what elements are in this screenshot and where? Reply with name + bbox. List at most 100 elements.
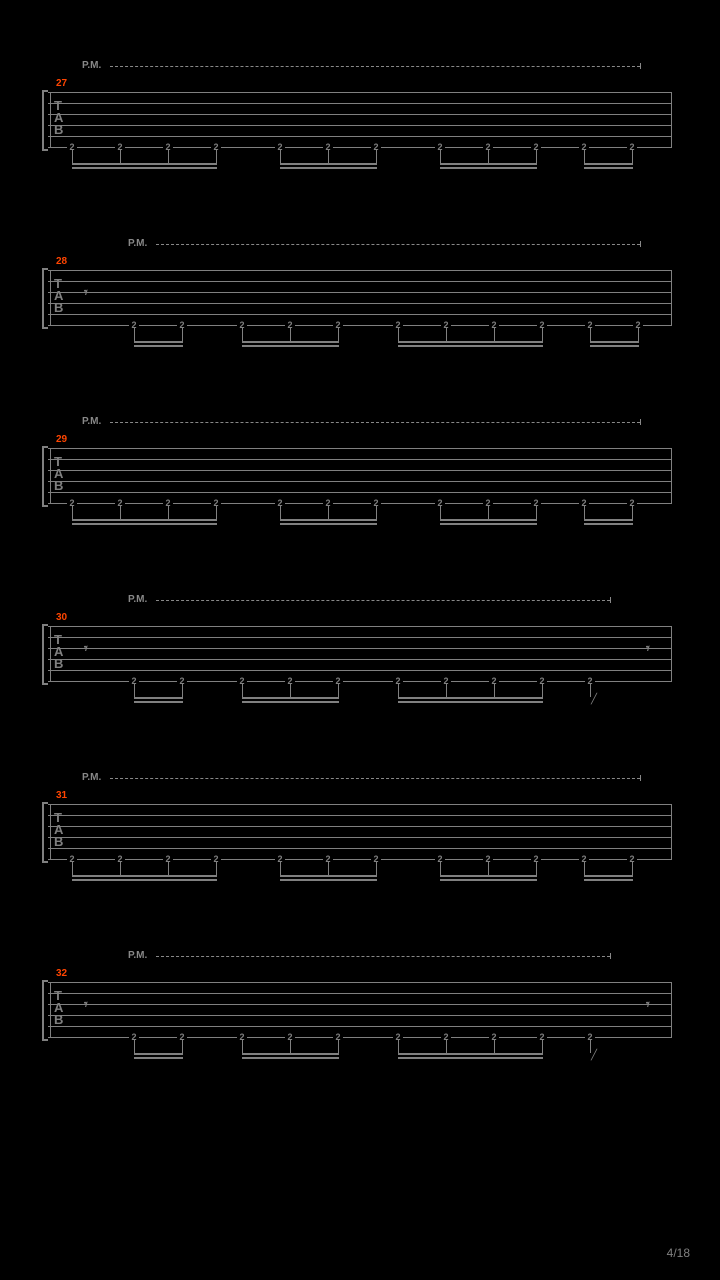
note-stem [536, 505, 537, 519]
barline [671, 626, 672, 681]
note-stem [216, 505, 217, 519]
staff-line [48, 492, 672, 493]
palm-mute-end-tick [640, 241, 641, 247]
beam [134, 1053, 183, 1055]
beam [280, 519, 377, 521]
beam [398, 1053, 543, 1055]
note-stem [168, 149, 169, 163]
note-stem [328, 149, 329, 163]
note-stem [494, 1039, 495, 1053]
beam [280, 875, 377, 877]
note-stem [290, 327, 291, 341]
staff-line [48, 659, 672, 660]
palm-mute-label: P.M. [82, 772, 101, 783]
note-stem [488, 149, 489, 163]
staff-line [48, 648, 672, 649]
system-bracket [42, 446, 48, 507]
beam [242, 1057, 339, 1059]
note-flag: ╱ [591, 1051, 597, 1061]
note-stem [328, 861, 329, 875]
beam [584, 167, 633, 169]
beam [72, 519, 217, 521]
note-stem [280, 861, 281, 875]
staff-line [48, 670, 672, 671]
note-stem [590, 327, 591, 341]
staff-line [48, 848, 672, 849]
note-stem [72, 149, 73, 163]
palm-mute-label: P.M. [128, 950, 147, 961]
staff-line [48, 92, 672, 93]
staff-line [48, 481, 672, 482]
beam [134, 697, 183, 699]
beam [398, 701, 543, 703]
note-stem [120, 149, 121, 163]
note-stem [134, 327, 135, 341]
tab-clef: TAB [54, 100, 63, 136]
tab-clef: TAB [54, 634, 63, 670]
palm-mute-line [156, 244, 640, 245]
measure-number: 29 [56, 434, 67, 445]
beam [398, 697, 543, 699]
barline [671, 92, 672, 147]
barline [671, 448, 672, 503]
note-stem [494, 327, 495, 341]
note-stem [398, 327, 399, 341]
system-bracket [42, 90, 48, 151]
note-stem [632, 861, 633, 875]
beam [242, 1053, 339, 1055]
beam [134, 701, 183, 703]
palm-mute-label: P.M. [82, 416, 101, 427]
beam [72, 875, 217, 877]
note-stem [134, 683, 135, 697]
staff-line [48, 681, 672, 682]
beam [242, 701, 339, 703]
barline [671, 804, 672, 859]
palm-mute-end-tick [640, 419, 641, 425]
palm-mute-line [156, 600, 610, 601]
palm-mute-line [156, 956, 610, 957]
note-stem [542, 327, 543, 341]
note-stem [536, 861, 537, 875]
beam [280, 523, 377, 525]
beam [72, 167, 217, 169]
palm-mute-line [110, 422, 640, 423]
beam [584, 519, 633, 521]
staff-line [48, 826, 672, 827]
tab-clef: TAB [54, 990, 63, 1026]
note-stem [376, 505, 377, 519]
staff-line [48, 470, 672, 471]
tab-clef: TAB [54, 278, 63, 314]
note-stem [182, 683, 183, 697]
measure-number: 32 [56, 968, 67, 979]
measure-number: 30 [56, 612, 67, 623]
note-stem [638, 327, 639, 341]
note-stem [168, 861, 169, 875]
barline [50, 626, 51, 681]
staff-line [48, 314, 672, 315]
note-stem [242, 1039, 243, 1053]
staff-line [48, 292, 672, 293]
beam [242, 697, 339, 699]
beam [242, 345, 339, 347]
staff-line [48, 325, 672, 326]
measure-number: 27 [56, 78, 67, 89]
rest: 𝄾 [84, 284, 88, 301]
beam [72, 523, 217, 525]
beam [440, 163, 537, 165]
staff-line [48, 103, 672, 104]
beam [72, 163, 217, 165]
note-stem [584, 149, 585, 163]
note-stem [280, 149, 281, 163]
palm-mute-label: P.M. [128, 594, 147, 605]
beam [584, 163, 633, 165]
palm-mute-label: P.M. [82, 60, 101, 71]
note-stem [446, 683, 447, 697]
staff-line [48, 626, 672, 627]
staff-line [48, 637, 672, 638]
staff-line [48, 1037, 672, 1038]
note-stem [584, 505, 585, 519]
beam [584, 879, 633, 881]
system-bracket [42, 268, 48, 329]
beam [440, 875, 537, 877]
note-stem [440, 149, 441, 163]
